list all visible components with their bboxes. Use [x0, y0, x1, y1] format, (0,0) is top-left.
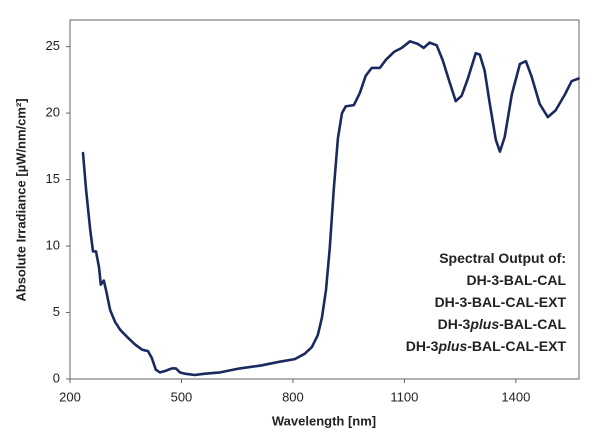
- annotation-text: plus: [437, 338, 467, 354]
- spectrum-line: [81, 40, 580, 377]
- y-tick-label: 0: [53, 370, 60, 385]
- y-axis-title: Absolute Irradiance [µW/nm/cm²]: [13, 98, 28, 301]
- x-tick-label: 1100: [390, 389, 418, 404]
- annotation-line: DH-3plus-BAL-CAL: [438, 316, 567, 332]
- annotation-text: -BAL-CAL: [499, 316, 566, 332]
- annotation-text: DH-3: [406, 338, 439, 354]
- annotation-text: DH-3-BAL-CAL-EXT: [435, 294, 567, 310]
- annotation-text: -BAL-CAL-EXT: [467, 338, 566, 354]
- x-tick-label: 200: [59, 389, 81, 404]
- y-tick-label: 10: [46, 237, 60, 252]
- x-tick-label: 500: [171, 389, 193, 404]
- annotation-text: DH-3: [438, 316, 471, 332]
- x-tick-label: 1400: [501, 389, 530, 404]
- y-tick-label: 5: [53, 304, 60, 319]
- plot-frame: [69, 19, 580, 380]
- annotation-line: DH-3plus-BAL-CAL-EXT: [406, 338, 567, 354]
- y-tick-label: 20: [46, 105, 60, 120]
- annotation-line: DH-3-BAL-CAL-EXT: [435, 294, 567, 310]
- annotation-text: DH-3-BAL-CAL: [466, 272, 566, 288]
- x-axis-title: Wavelength [nm]: [272, 413, 376, 428]
- annotation-line: DH-3-BAL-CAL: [466, 272, 566, 288]
- annotation-text: Spectral Output of:: [439, 250, 566, 266]
- y-tick-label: 25: [46, 38, 60, 53]
- x-tick-label: 800: [282, 389, 304, 404]
- annotation-text: plus: [469, 316, 499, 332]
- y-tick-label: 15: [46, 171, 60, 186]
- annotation-line: Spectral Output of:: [439, 250, 566, 266]
